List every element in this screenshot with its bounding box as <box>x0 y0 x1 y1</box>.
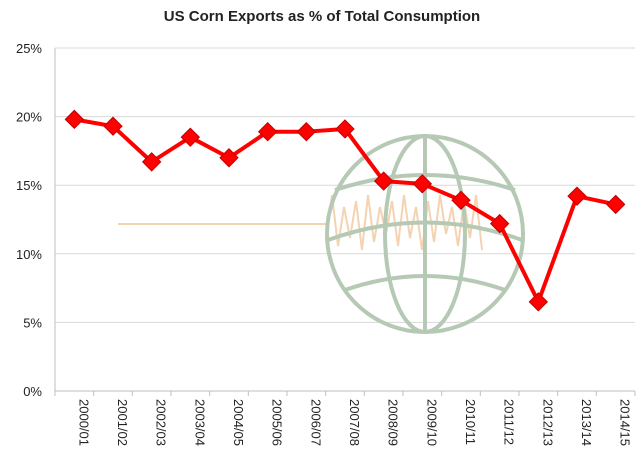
data-point <box>451 190 471 210</box>
data-point <box>567 186 587 206</box>
data-point <box>373 171 394 191</box>
data-point <box>412 174 433 194</box>
chart-title: US Corn Exports as % of Total Consumptio… <box>163 8 481 25</box>
data-point <box>528 292 549 312</box>
data-point <box>103 116 123 136</box>
data-point <box>605 194 626 215</box>
x-tick-label: 2000/01 <box>76 399 91 446</box>
x-tick-label: 2001/02 <box>115 399 130 446</box>
watermark-globe-lat <box>334 173 516 192</box>
x-tick-label: 2012/13 <box>540 399 555 446</box>
x-tick-label: 2003/04 <box>192 399 207 446</box>
x-tick-label: 2005/06 <box>270 399 285 446</box>
watermark-globe-lat <box>327 220 523 242</box>
x-tick-label: 2013/14 <box>579 399 594 446</box>
watermark-globe-lat <box>344 274 506 292</box>
x-tick-label: 2006/07 <box>308 399 323 446</box>
data-point <box>296 121 317 142</box>
x-tick-label: 2008/09 <box>386 399 401 446</box>
y-tick-label: 10% <box>16 247 42 262</box>
x-tick-label: 2004/05 <box>231 399 246 446</box>
x-tick-label: 2002/03 <box>154 399 169 446</box>
x-tick-label: 2007/08 <box>347 399 362 446</box>
y-tick-label: 25% <box>16 41 42 56</box>
y-tick-label: 20% <box>16 110 42 125</box>
x-tick-label: 2011/12 <box>502 399 517 445</box>
data-point <box>219 148 239 168</box>
y-tick-label: 5% <box>23 315 42 330</box>
y-tick-label: 0% <box>23 384 42 399</box>
data-point <box>64 109 85 130</box>
y-tick-label: 15% <box>16 178 42 193</box>
data-point <box>335 119 355 139</box>
x-tick-label: 2010/11 <box>463 399 478 445</box>
x-tick-label: 2014/15 <box>618 399 633 446</box>
data-point <box>180 127 201 147</box>
data-point <box>489 213 510 234</box>
data-point <box>141 152 162 172</box>
x-tick-label: 2009/10 <box>424 399 439 446</box>
watermark-wave <box>327 194 483 251</box>
data-point <box>257 121 278 142</box>
